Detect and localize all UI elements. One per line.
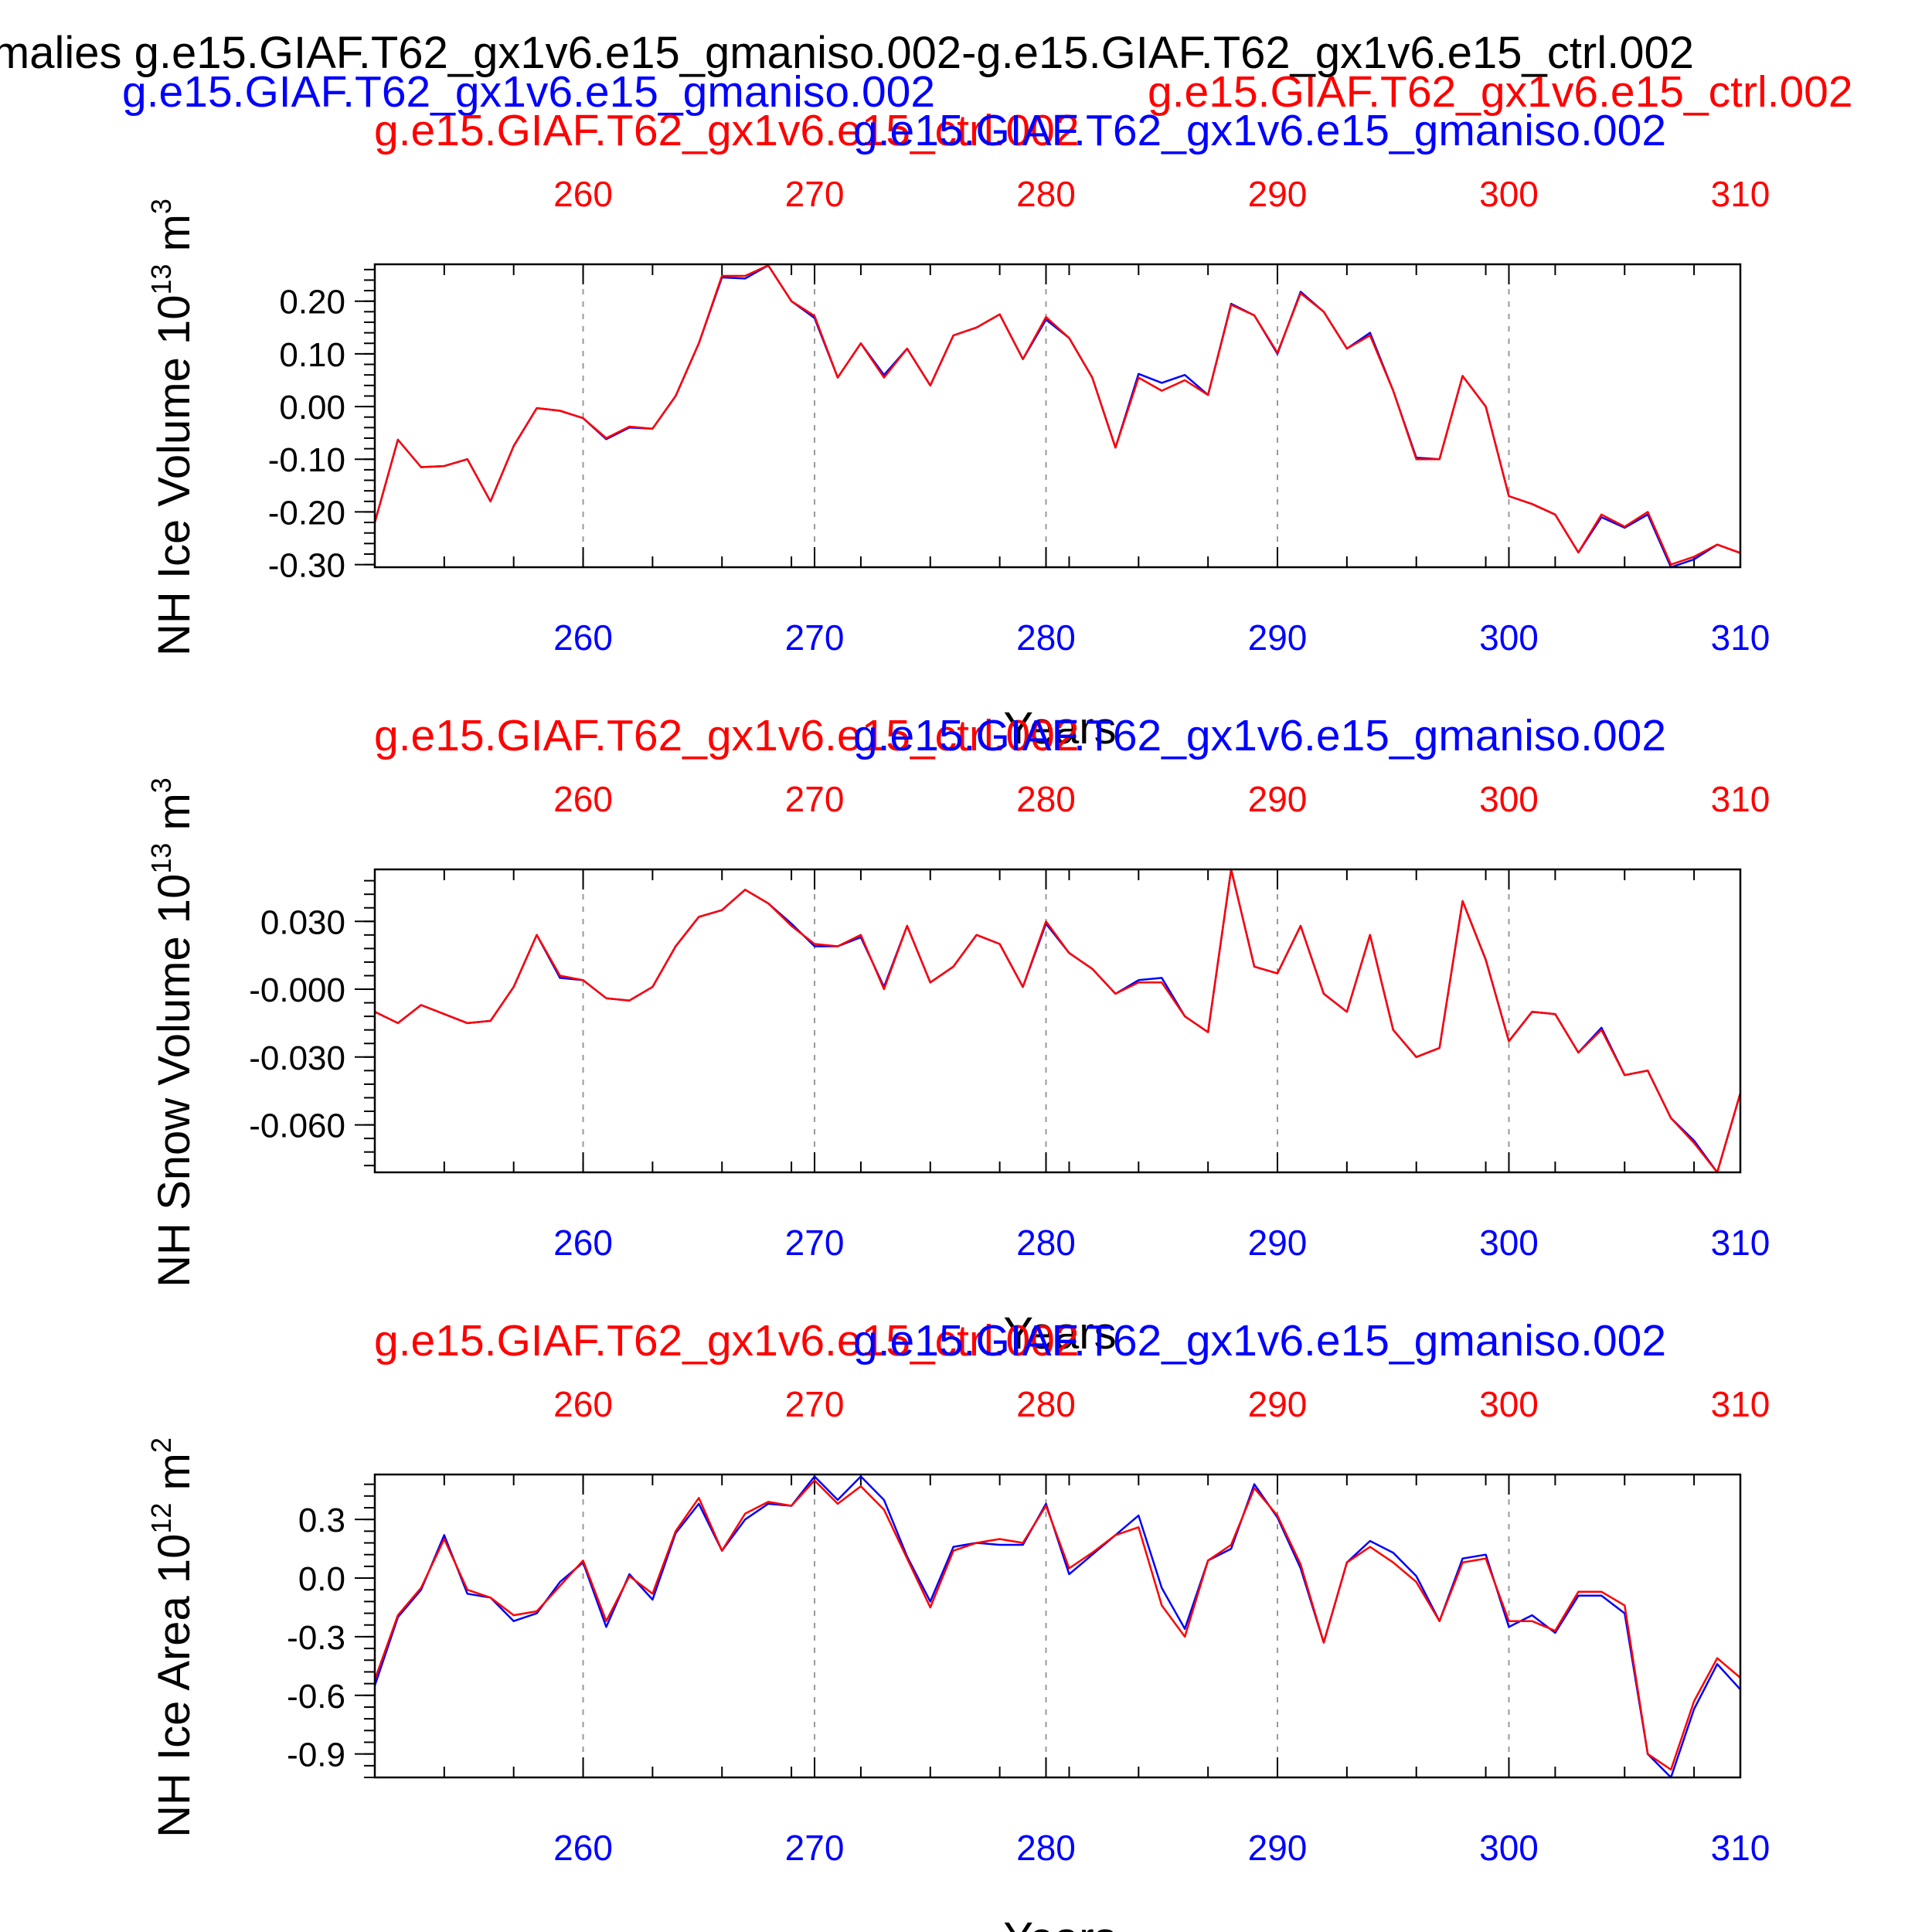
x-tick-label-top: 270 — [785, 1384, 845, 1424]
x-tick-label-bottom: 300 — [1479, 1828, 1539, 1868]
x-tick-label-bottom: 280 — [1016, 1223, 1076, 1263]
plot-frame — [373, 1473, 1742, 1779]
y-axis-label-part: 13 — [145, 843, 177, 874]
y-axis-label: NH Snow Volume 1013 m3 — [145, 777, 199, 1287]
y-axis-label-part: m — [149, 214, 199, 264]
y-tick-label: -0.30 — [268, 547, 345, 585]
x-tick-label-top: 300 — [1479, 1384, 1539, 1424]
panel-title-left: g.e15.GIAF.T62_gx1v6.e15_ctrl.002 — [374, 1316, 1080, 1366]
x-tick-label-top: 310 — [1711, 779, 1770, 819]
y-axis-label-part: 3 — [145, 777, 177, 793]
panel-title-left: g.e15.GIAF.T62_gx1v6.e15_ctrl.002 — [374, 106, 1080, 155]
x-tick-label-top: 290 — [1248, 1384, 1308, 1424]
x-tick-label-bottom: 310 — [1711, 1223, 1770, 1263]
panel-title-right: g.e15.GIAF.T62_gx1v6.e15_gmaniso.002 — [853, 711, 1666, 760]
x-tick-label-bottom: 270 — [785, 1223, 845, 1263]
x-tick-label-top: 260 — [553, 174, 613, 214]
x-axis-label: Years — [1003, 703, 1116, 753]
x-tick-label-bottom: 310 — [1711, 617, 1770, 658]
y-tick-label: -0.10 — [268, 441, 345, 479]
x-tick-label-bottom: 290 — [1248, 1223, 1308, 1263]
series-line-gmaniso — [374, 868, 1742, 1174]
series-line-ctrl — [373, 264, 1741, 566]
y-axis-label: NH Ice Volume 1013 m3 — [145, 199, 199, 656]
panel-2: g.e15.GIAF.T62_gx1v6.e15_ctrl.002g.e15.G… — [145, 711, 1770, 1359]
legend-case-b: g.e15.GIAF.T62_gx1v6.e15_ctrl.002 — [1148, 67, 1853, 117]
y-tick-label: 0.20 — [279, 284, 345, 321]
y-tick-label: 0.030 — [260, 903, 345, 941]
x-tick-label-bottom: 260 — [553, 1223, 613, 1263]
y-tick-label: -0.3 — [287, 1619, 345, 1657]
plot-frame — [373, 263, 1742, 569]
x-tick-label-top: 280 — [1016, 174, 1076, 214]
x-tick-label-top: 290 — [1248, 779, 1308, 819]
x-tick-label-top: 310 — [1711, 1384, 1770, 1424]
x-tick-label-bottom: 300 — [1479, 617, 1539, 658]
y-axis-label-part: m — [149, 1453, 199, 1502]
x-tick-label-bottom: 290 — [1248, 617, 1308, 658]
x-tick-label-bottom: 310 — [1711, 1828, 1770, 1868]
y-tick-label: -0.20 — [268, 494, 345, 532]
y-axis-label: NH Ice Area 1012 m2 — [145, 1437, 199, 1838]
y-axis-label-part: NH Snow Volume 10 — [149, 874, 199, 1287]
series-line-ctrl — [374, 868, 1742, 1174]
panel-title-right: g.e15.GIAF.T62_gx1v6.e15_gmaniso.002 — [853, 106, 1666, 155]
y-tick-label: -0.000 — [249, 971, 345, 1009]
panel-title-right: g.e15.GIAF.T62_gx1v6.e15_gmaniso.002 — [853, 1316, 1666, 1366]
x-tick-label-top: 310 — [1711, 174, 1770, 214]
y-tick-label: 0.10 — [279, 336, 345, 374]
y-axis-label-part: 12 — [145, 1503, 177, 1534]
x-tick-label-bottom: 280 — [1016, 617, 1076, 658]
y-tick-label: -0.9 — [287, 1736, 345, 1774]
y-tick-label: 0.3 — [298, 1502, 345, 1539]
panel-3: g.e15.GIAF.T62_gx1v6.e15_ctrl.002g.e15.G… — [145, 1316, 1770, 1932]
y-axis-label-part: 2 — [145, 1437, 177, 1453]
x-tick-label-top: 300 — [1479, 779, 1539, 819]
y-tick-label: 0.00 — [279, 389, 345, 427]
x-tick-label-bottom: 260 — [553, 617, 613, 658]
x-tick-label-bottom: 280 — [1016, 1828, 1076, 1868]
x-tick-label-bottom: 270 — [785, 1828, 845, 1868]
x-axis-label: Years — [1003, 1308, 1116, 1359]
panel-title-left: g.e15.GIAF.T62_gx1v6.e15_ctrl.002 — [374, 711, 1080, 760]
x-tick-label-bottom: 270 — [785, 617, 845, 658]
x-tick-label-top: 290 — [1248, 174, 1308, 214]
y-tick-label: 0.0 — [298, 1560, 345, 1598]
x-tick-label-top: 280 — [1016, 1384, 1076, 1424]
y-axis-label-part: NH Ice Volume 10 — [149, 295, 199, 656]
x-tick-label-bottom: 260 — [553, 1828, 613, 1868]
series-line-gmaniso — [373, 1475, 1741, 1779]
y-tick-label: -0.030 — [249, 1039, 345, 1077]
y-tick-label: -0.060 — [249, 1107, 345, 1145]
x-tick-label-bottom: 300 — [1479, 1223, 1539, 1263]
y-tick-label: -0.6 — [287, 1678, 345, 1716]
main-title: NH Anomalies g.e15.GIAF.T62_gx1v6.e15_gm… — [0, 28, 1694, 78]
panel-1: g.e15.GIAF.T62_gx1v6.e15_ctrl.002g.e15.G… — [145, 106, 1770, 753]
legend-case-a: g.e15.GIAF.T62_gx1v6.e15_gmaniso.002 — [122, 67, 935, 117]
x-tick-label-top: 300 — [1479, 174, 1539, 214]
x-tick-label-top: 260 — [553, 1384, 613, 1424]
x-axis-label: Years — [1003, 1913, 1116, 1932]
y-axis-label-part: 13 — [145, 264, 177, 294]
x-tick-label-top: 270 — [785, 779, 845, 819]
y-axis-label-part: m — [149, 793, 199, 842]
y-axis-label-part: NH Ice Area 10 — [149, 1534, 199, 1838]
series-line-ctrl — [373, 1479, 1741, 1771]
plot-frame — [373, 868, 1742, 1174]
y-axis-label-part: 3 — [145, 199, 177, 214]
x-tick-label-top: 260 — [553, 779, 613, 819]
x-tick-label-top: 280 — [1016, 779, 1076, 819]
x-tick-label-bottom: 290 — [1248, 1828, 1308, 1868]
x-tick-label-top: 270 — [785, 174, 845, 214]
